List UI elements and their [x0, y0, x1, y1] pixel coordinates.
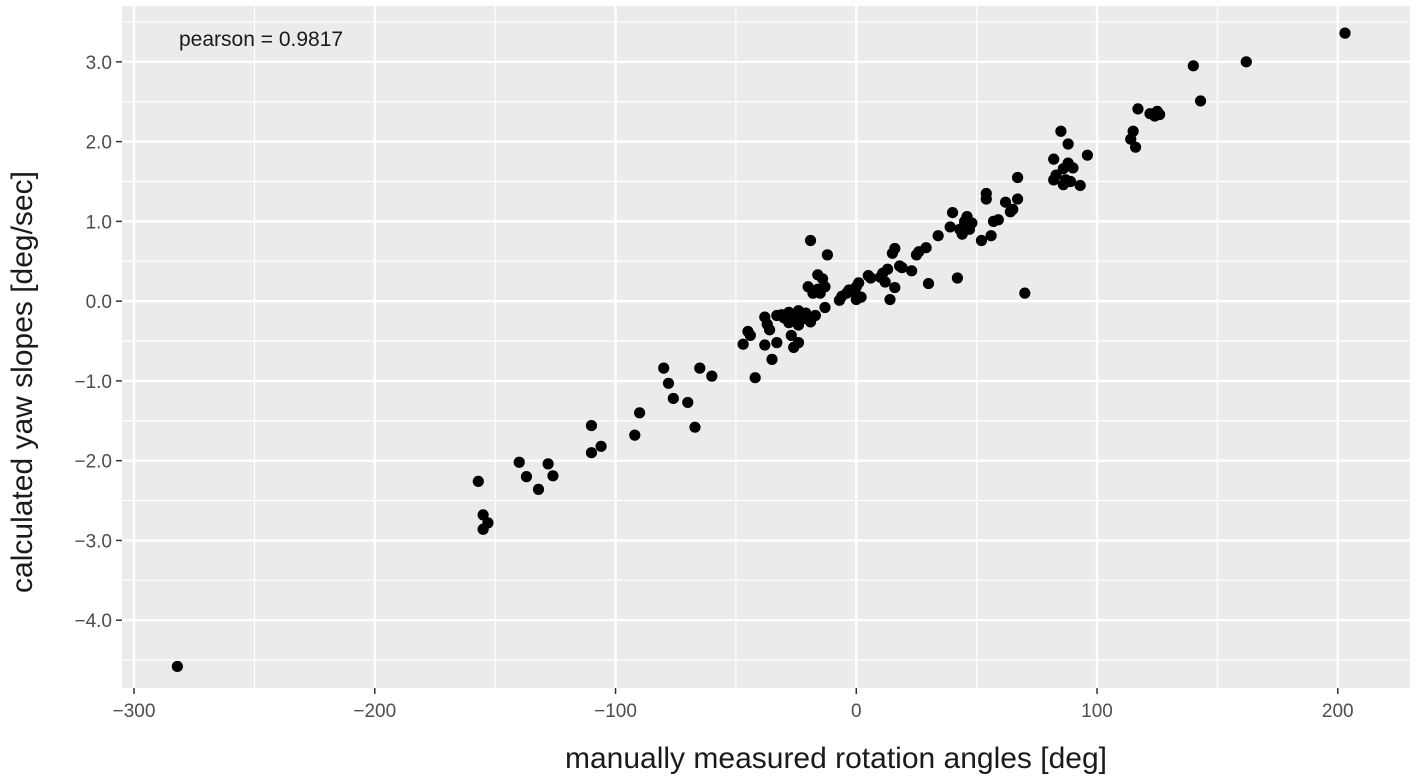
- data-point: [951, 272, 963, 284]
- data-point: [1074, 179, 1086, 192]
- data-point: [1048, 153, 1060, 165]
- data-point: [682, 396, 694, 409]
- data-point: [896, 262, 908, 274]
- y-tick-label: 1.0: [86, 212, 112, 233]
- data-point: [809, 309, 821, 322]
- data-point: [694, 362, 706, 374]
- data-point: [1019, 287, 1031, 299]
- data-point: [771, 337, 783, 349]
- data-point: [1187, 60, 1199, 72]
- data-point: [171, 660, 183, 673]
- x-tick-label: 200: [1322, 701, 1354, 722]
- data-point: [946, 206, 959, 219]
- y-tick-label: −1.0: [74, 372, 112, 393]
- data-point: [999, 196, 1012, 208]
- data-point: [944, 221, 956, 233]
- data-point: [1011, 171, 1024, 184]
- data-point: [966, 217, 978, 229]
- data-point: [975, 234, 988, 247]
- x-tick-label: −300: [113, 701, 156, 722]
- data-point: [472, 475, 484, 488]
- data-point: [922, 277, 935, 290]
- data-point: [800, 307, 812, 319]
- data-point: [853, 277, 865, 289]
- data-point: [764, 324, 776, 336]
- x-tick-label: −100: [594, 701, 637, 722]
- data-point: [662, 377, 675, 389]
- data-point: [906, 265, 918, 277]
- data-point: [992, 214, 1004, 226]
- y-axis: −4.0 −3.0 −2.0 −1.0 0.0 1.0 2.0 3.0: [74, 53, 122, 632]
- data-point: [513, 456, 525, 468]
- data-point: [879, 276, 891, 288]
- data-point: [1055, 125, 1067, 137]
- data-point: [542, 458, 554, 470]
- x-tick-label: 100: [1081, 701, 1113, 722]
- data-point: [547, 470, 559, 482]
- data-point: [1064, 175, 1077, 188]
- data-point: [585, 419, 598, 432]
- data-point: [855, 291, 867, 303]
- data-point: [881, 263, 894, 275]
- data-point: [766, 353, 778, 365]
- data-point: [1062, 138, 1074, 150]
- data-point: [889, 242, 901, 255]
- data-point: [1154, 108, 1166, 121]
- data-point: [819, 281, 831, 293]
- data-point: [1007, 203, 1019, 216]
- data-point: [634, 407, 646, 419]
- data-point: [819, 301, 831, 314]
- data-point: [749, 372, 761, 384]
- data-point: [1050, 169, 1062, 181]
- y-tick-label: −3.0: [74, 531, 112, 552]
- data-point: [804, 234, 817, 247]
- data-point: [889, 281, 901, 294]
- data-point: [980, 187, 992, 200]
- data-point: [1127, 125, 1139, 137]
- major-gridlines: [122, 6, 1410, 688]
- x-tick-label: −200: [353, 701, 396, 722]
- y-tick-label: 0.0: [86, 292, 112, 313]
- data-point: [884, 293, 896, 306]
- data-point: [706, 370, 718, 382]
- data-point: [585, 447, 598, 459]
- data-point: [785, 329, 797, 342]
- data-point: [520, 471, 533, 483]
- y-tick-label: −4.0: [74, 611, 112, 632]
- data-point: [1339, 27, 1351, 39]
- data-point: [1132, 103, 1144, 115]
- data-point: [744, 329, 756, 342]
- data-point: [759, 339, 771, 351]
- data-point: [792, 337, 805, 349]
- data-point: [1011, 193, 1024, 205]
- y-tick-label: 3.0: [86, 53, 112, 74]
- x-axis: −300 −200 −100 0 100 200: [113, 688, 1354, 722]
- data-point: [658, 362, 670, 374]
- pearson-annotation: pearson = 0.9817: [179, 28, 343, 51]
- data-point: [595, 440, 607, 452]
- data-point: [689, 421, 701, 433]
- y-axis-title: calculated yaw slopes [deg/sec]: [6, 171, 39, 593]
- data-point: [737, 338, 749, 350]
- data-point: [629, 429, 641, 441]
- data-point: [1194, 95, 1207, 107]
- y-tick-label: −2.0: [74, 452, 112, 473]
- y-tick-label: 2.0: [86, 133, 112, 154]
- data-point: [865, 272, 877, 284]
- data-point: [932, 230, 944, 242]
- data-point: [482, 517, 494, 529]
- data-point: [1081, 149, 1093, 161]
- data-points: [171, 27, 1351, 673]
- data-point: [821, 249, 833, 261]
- data-point: [1067, 162, 1079, 174]
- data-point: [532, 483, 545, 495]
- x-tick-label: 0: [851, 701, 862, 722]
- data-point: [985, 230, 997, 242]
- data-point: [667, 392, 679, 405]
- x-axis-title: manually measured rotation angles [deg]: [565, 742, 1107, 775]
- data-point: [1129, 141, 1142, 153]
- data-point: [1240, 56, 1252, 68]
- data-point: [920, 242, 932, 254]
